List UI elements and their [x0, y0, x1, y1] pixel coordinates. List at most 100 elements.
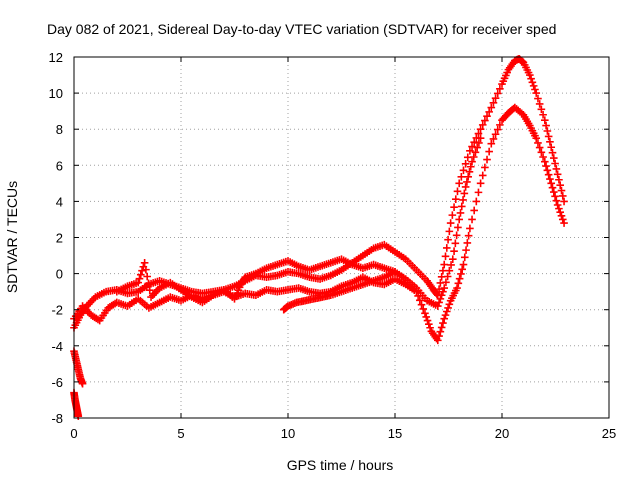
data-point	[437, 273, 446, 281]
data-point	[451, 195, 460, 204]
grid	[74, 57, 609, 418]
data-point	[476, 125, 485, 133]
y-tick-label: -8	[51, 411, 63, 426]
data-point	[450, 203, 458, 211]
data-point	[457, 202, 466, 211]
data-point	[422, 313, 431, 321]
data-point	[442, 307, 451, 316]
data-point	[527, 74, 535, 83]
series-track-main	[70, 55, 568, 332]
data-point	[557, 186, 566, 195]
data-point	[474, 188, 483, 197]
data-point	[442, 244, 451, 252]
data-point	[543, 166, 552, 175]
data-point	[143, 272, 151, 281]
data-point	[445, 300, 454, 309]
data-point	[546, 175, 554, 183]
data-point	[440, 284, 449, 292]
data-point	[466, 224, 474, 233]
data-point	[145, 286, 154, 295]
data-point	[457, 270, 465, 278]
data-point	[529, 82, 538, 90]
x-tick-label: 10	[281, 426, 295, 441]
data-point	[543, 127, 552, 135]
data-point	[471, 148, 480, 157]
data-point	[478, 171, 487, 180]
data-point	[532, 134, 541, 143]
data-point	[534, 94, 542, 103]
data-point	[135, 274, 144, 283]
data-point	[461, 160, 470, 168]
data-point	[534, 139, 542, 147]
data-point	[473, 143, 481, 152]
data-point	[440, 314, 449, 323]
series-track-lower	[70, 103, 568, 345]
y-tick-label: 0	[56, 267, 63, 282]
data-point	[459, 260, 468, 269]
data-point	[549, 154, 558, 162]
data-point	[541, 116, 549, 124]
data-point	[439, 319, 447, 327]
data-point	[435, 285, 443, 293]
data-point	[468, 142, 476, 151]
series-track-middle	[113, 134, 485, 310]
y-tick-label: -4	[51, 339, 63, 354]
data-point	[419, 305, 428, 313]
data-point	[447, 261, 455, 269]
series-track-late-night	[279, 267, 399, 314]
data-point	[483, 112, 491, 121]
data-point	[463, 178, 471, 186]
data-point	[462, 246, 470, 254]
x-axis-label: GPS time / hours	[287, 457, 394, 473]
data-point	[553, 170, 562, 179]
data-point	[544, 132, 553, 141]
data-point	[491, 94, 500, 102]
data-point	[493, 125, 502, 134]
data-point	[138, 266, 146, 275]
y-axis-label: SDTVAR / TECUs	[4, 181, 20, 293]
data-point	[435, 332, 443, 340]
data-point	[458, 265, 466, 274]
data-point	[537, 148, 546, 157]
data-point	[535, 100, 544, 108]
data-point	[454, 279, 463, 288]
data-point	[485, 108, 493, 116]
data-point	[457, 173, 466, 181]
data-point	[539, 153, 547, 161]
data-point	[461, 183, 470, 191]
data-point	[496, 121, 504, 129]
data-point	[552, 165, 561, 173]
data-point	[433, 290, 441, 298]
data-point	[463, 153, 472, 162]
data-point	[434, 336, 442, 345]
data-point	[481, 116, 489, 125]
data-point	[537, 105, 546, 114]
data-point	[455, 274, 464, 283]
data-point	[528, 78, 537, 87]
series-track-early	[70, 347, 87, 388]
data-point	[416, 296, 424, 305]
axis-ticks: 0 5 10 15 20 25 -8 -6 -4 -2 0 2 4 6 8 10 12	[49, 50, 617, 441]
data-point	[450, 247, 458, 256]
data-point	[556, 181, 565, 189]
data-point	[463, 239, 472, 247]
data-point	[551, 159, 559, 168]
data-point	[142, 265, 150, 274]
data-point	[423, 316, 432, 325]
data-point	[459, 196, 467, 204]
data-point	[455, 215, 463, 224]
data-point	[464, 173, 472, 181]
y-tick-label: 8	[56, 122, 63, 137]
data-point	[553, 201, 562, 209]
data-point	[485, 147, 493, 156]
data-point	[556, 208, 565, 217]
data-point	[548, 148, 557, 157]
data-point	[460, 189, 469, 198]
data-point	[469, 153, 478, 161]
data-point	[464, 231, 473, 240]
data-point	[560, 197, 568, 206]
y-tick-label: 2	[56, 231, 63, 246]
data-point	[437, 323, 446, 332]
data-point	[439, 266, 447, 275]
data-point	[555, 175, 563, 184]
